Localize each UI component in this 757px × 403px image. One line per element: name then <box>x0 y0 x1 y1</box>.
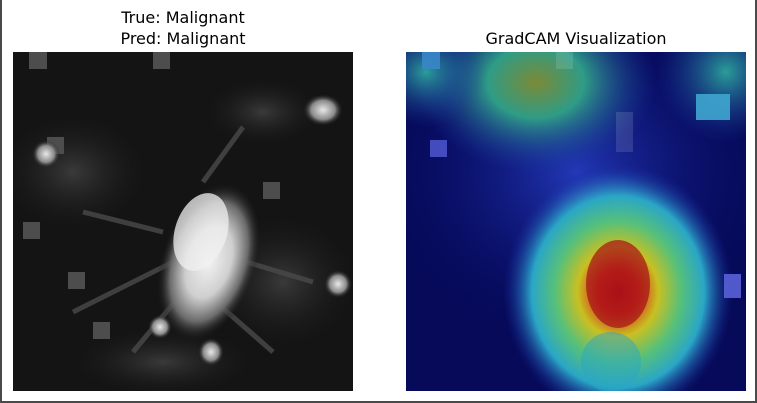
grayscale-scan-image <box>13 52 353 391</box>
pred-label-text: Pred: Malignant <box>120 29 246 48</box>
true-label-text: True: Malignant <box>121 8 245 27</box>
window-border-right <box>755 0 757 403</box>
gradcam-heatmap-svg <box>406 52 746 391</box>
left-panel-title: True: Malignant Pred: Malignant <box>13 7 353 49</box>
grayscale-scan-svg <box>13 52 353 391</box>
gradcam-heatmap-image <box>406 52 746 391</box>
window-border-bottom <box>0 401 757 403</box>
window-border-left <box>0 0 2 403</box>
right-panel-title: GradCAM Visualization <box>485 29 667 48</box>
